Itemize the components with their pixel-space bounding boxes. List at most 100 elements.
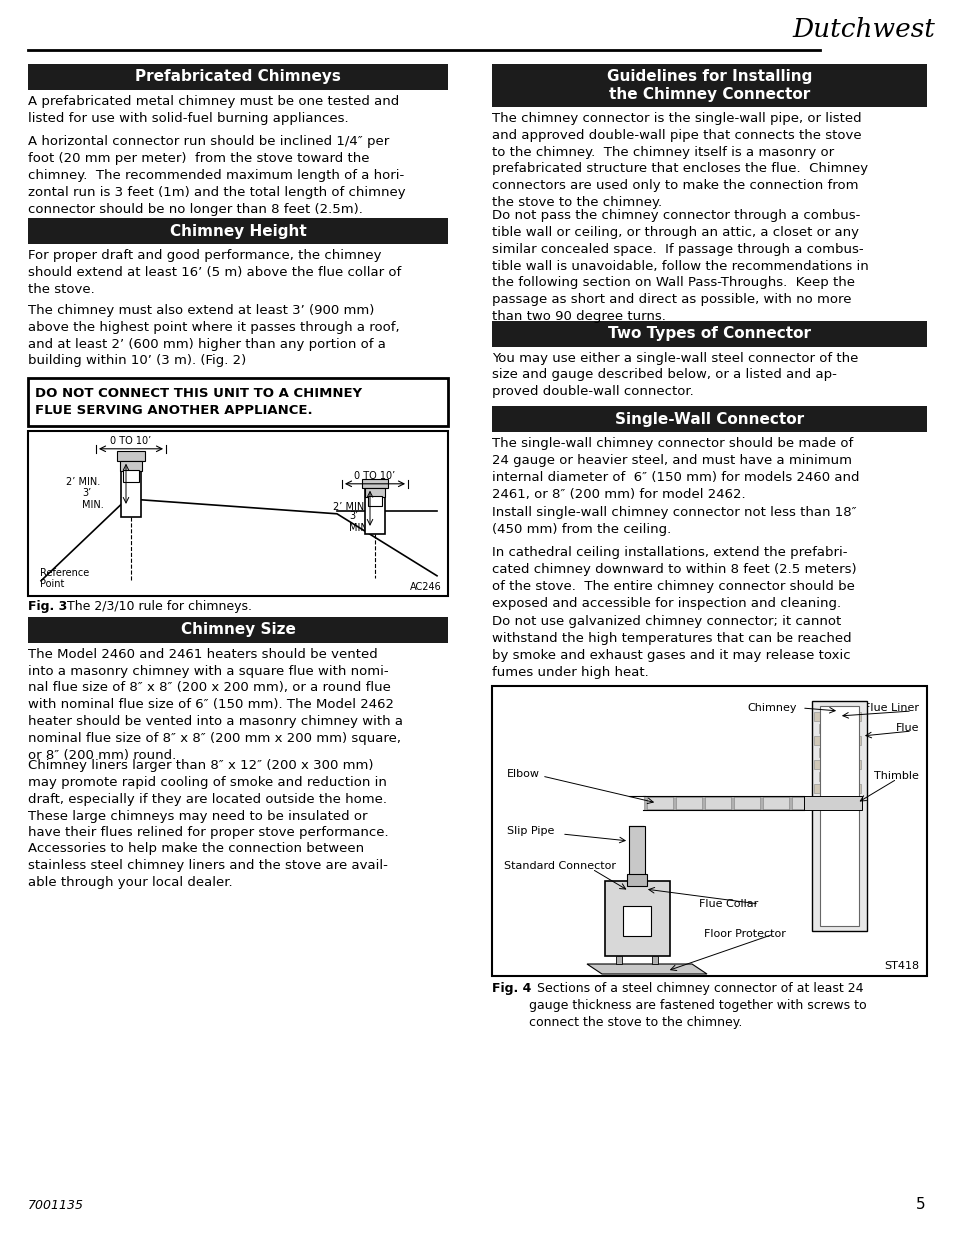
Text: 5: 5 bbox=[916, 1197, 925, 1212]
Bar bbox=[813, 736, 826, 745]
Bar bbox=[813, 760, 826, 769]
Text: Flue Liner: Flue Liner bbox=[863, 703, 918, 713]
Bar bbox=[820, 706, 858, 926]
Text: In cathedral ceiling installations, extend the prefabri-
cated chimney downward : In cathedral ceiling installations, exte… bbox=[492, 546, 856, 610]
Text: 3’
MIN.: 3’ MIN. bbox=[349, 511, 371, 532]
Polygon shape bbox=[586, 965, 706, 974]
Text: Reference
Point: Reference Point bbox=[40, 568, 90, 589]
Bar bbox=[628, 826, 644, 876]
Text: For proper draft and good performance, the chimney
should extend at least 16’ (5: For proper draft and good performance, t… bbox=[28, 249, 401, 296]
Text: Chimney: Chimney bbox=[747, 703, 796, 713]
Bar bbox=[365, 484, 385, 534]
Text: Prefabricated Chimneys: Prefabricated Chimneys bbox=[135, 69, 340, 84]
Text: Flue Collar: Flue Collar bbox=[699, 899, 758, 909]
Bar bbox=[28, 64, 448, 90]
Bar bbox=[361, 479, 388, 488]
Bar bbox=[117, 451, 145, 461]
Text: Thimble: Thimble bbox=[873, 771, 918, 781]
Bar bbox=[651, 956, 658, 965]
Text: Single-Wall Connector: Single-Wall Connector bbox=[615, 411, 803, 427]
Text: The chimney connector is the single-wall pipe, or listed
and approved double-wal: The chimney connector is the single-wall… bbox=[492, 112, 867, 209]
Bar bbox=[120, 461, 142, 471]
Text: Dutchwest: Dutchwest bbox=[791, 17, 934, 42]
Bar bbox=[818, 748, 831, 757]
Text: DO NOT CONNECT THIS UNIT TO A CHIMNEY
FLUE SERVING ANOTHER APPLIANCE.: DO NOT CONNECT THIS UNIT TO A CHIMNEY FL… bbox=[35, 387, 362, 417]
Text: 2’ MIN.: 2’ MIN. bbox=[333, 501, 367, 511]
Bar bbox=[672, 797, 676, 810]
Text: The single-wall chimney connector should be made of
24 gauge or heavier steel, a: The single-wall chimney connector should… bbox=[492, 437, 859, 500]
Text: Fig. 3: Fig. 3 bbox=[28, 600, 67, 613]
Text: ST418: ST418 bbox=[882, 961, 918, 971]
Text: Chimney Height: Chimney Height bbox=[170, 224, 306, 238]
Bar bbox=[730, 797, 733, 810]
Bar bbox=[830, 760, 843, 769]
Text: Slip Pipe: Slip Pipe bbox=[506, 826, 554, 836]
Bar bbox=[813, 784, 826, 793]
Bar bbox=[803, 797, 862, 810]
Bar bbox=[847, 784, 861, 793]
Bar bbox=[701, 797, 704, 810]
Text: Elbow: Elbow bbox=[506, 769, 539, 779]
Bar bbox=[830, 713, 843, 721]
Text: 0 TO 10’: 0 TO 10’ bbox=[354, 471, 395, 480]
Text: Chimney liners larger than 8″ x 12″ (200 x 300 mm)
may promote rapid cooling of : Chimney liners larger than 8″ x 12″ (200… bbox=[28, 760, 388, 840]
Bar bbox=[847, 713, 861, 721]
Bar bbox=[813, 713, 826, 721]
Bar bbox=[643, 797, 646, 810]
Bar bbox=[492, 321, 926, 347]
Text: Two Types of Connector: Two Types of Connector bbox=[607, 326, 810, 341]
Text: The Model 2460 and 2461 heaters should be vented
into a masonry chimney with a s: The Model 2460 and 2461 heaters should b… bbox=[28, 648, 402, 762]
Bar bbox=[818, 724, 831, 734]
Bar bbox=[847, 760, 861, 769]
Text: Flue: Flue bbox=[895, 722, 918, 734]
Bar bbox=[818, 772, 831, 781]
Text: Accessories to help make the connection between
stainless steel chimney liners a: Accessories to help make the connection … bbox=[28, 842, 388, 889]
Text: Fig. 4: Fig. 4 bbox=[492, 982, 531, 995]
Text: AC246: AC246 bbox=[410, 582, 441, 592]
Text: Sections of a steel chimney connector of at least 24
gauge thickness are fastene: Sections of a steel chimney connector of… bbox=[529, 982, 865, 1029]
Text: A prefabricated metal chimney must be one tested and
listed for use with solid-f: A prefabricated metal chimney must be on… bbox=[28, 95, 399, 125]
Text: 0 TO 10’: 0 TO 10’ bbox=[111, 436, 152, 446]
Text: The chimney must also extend at least 3’ (900 mm)
above the highest point where : The chimney must also extend at least 3’… bbox=[28, 304, 399, 367]
Bar bbox=[28, 219, 448, 245]
Text: Do not pass the chimney connector through a combus-
tible wall or ceiling, or th: Do not pass the chimney connector throug… bbox=[492, 209, 868, 324]
Bar bbox=[492, 685, 926, 976]
Text: Do not use galvanized chimney connector; it cannot
withstand the high temperatur: Do not use galvanized chimney connector;… bbox=[492, 615, 851, 678]
Bar bbox=[492, 406, 926, 432]
Bar bbox=[365, 488, 385, 496]
Text: Guidelines for Installing
the Chimney Connector: Guidelines for Installing the Chimney Co… bbox=[606, 69, 811, 103]
Text: 7001135: 7001135 bbox=[28, 1199, 84, 1212]
Bar bbox=[847, 736, 861, 745]
Text: The 2/3/10 rule for chimneys.: The 2/3/10 rule for chimneys. bbox=[63, 600, 252, 613]
Bar bbox=[835, 724, 848, 734]
Bar bbox=[626, 874, 646, 885]
Bar bbox=[616, 956, 621, 965]
Bar bbox=[123, 469, 139, 482]
Bar bbox=[28, 378, 448, 426]
Bar bbox=[818, 797, 831, 805]
Bar bbox=[28, 616, 448, 642]
Text: Chimney Size: Chimney Size bbox=[180, 622, 295, 637]
Bar bbox=[830, 784, 843, 793]
Bar bbox=[628, 876, 644, 941]
Bar bbox=[835, 748, 848, 757]
Text: Floor Protector: Floor Protector bbox=[703, 929, 785, 939]
Bar bbox=[835, 772, 848, 781]
Bar bbox=[492, 64, 926, 107]
Bar bbox=[368, 495, 381, 506]
Text: A horizontal connector run should be inclined 1/4″ per
foot (20 mm per meter)  f: A horizontal connector run should be inc… bbox=[28, 136, 405, 216]
Bar bbox=[28, 431, 448, 595]
Bar bbox=[604, 881, 669, 956]
Bar bbox=[830, 736, 843, 745]
Bar bbox=[622, 906, 650, 936]
Bar bbox=[835, 797, 848, 805]
Text: Install single-wall chimney connector not less than 18″
(450 mm) from the ceilin: Install single-wall chimney connector no… bbox=[492, 506, 856, 536]
Text: Standard Connector: Standard Connector bbox=[503, 861, 616, 871]
Text: You may use either a single-wall steel connector of the
size and gauge described: You may use either a single-wall steel c… bbox=[492, 352, 858, 398]
Text: 3’
MIN.: 3’ MIN. bbox=[82, 488, 104, 510]
Bar bbox=[788, 797, 791, 810]
Bar bbox=[811, 701, 866, 931]
Text: 2’ MIN.: 2’ MIN. bbox=[66, 477, 100, 487]
Bar bbox=[759, 797, 761, 810]
Bar bbox=[121, 452, 141, 516]
